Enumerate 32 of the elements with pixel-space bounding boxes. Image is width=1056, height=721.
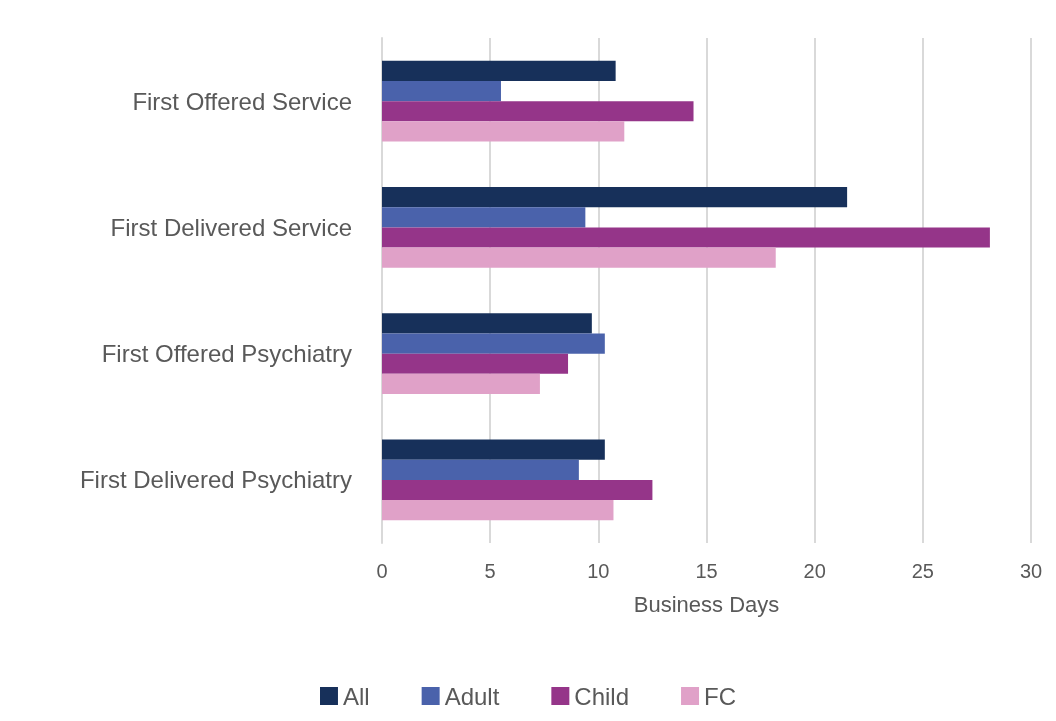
bar [382,459,579,480]
y-tick-label: First Offered Service [132,87,352,115]
y-tick-label: First Delivered Service [110,213,352,241]
y-tick-label: First Delivered Psychiatry [79,466,352,494]
bar [382,207,586,228]
x-tick-label: 30 [1019,560,1043,582]
x-tick-label: 10 [587,560,610,582]
x-axis-title: Business Days [633,591,780,617]
bar [382,60,616,81]
bar [382,121,625,142]
bar [382,500,614,521]
bar [382,333,605,354]
x-tick-label: 20 [803,560,826,582]
x-tick-label: 15 [695,560,718,582]
legend-label: Adult [444,682,500,710]
bar [382,373,540,395]
bar [382,313,592,334]
bar [382,227,990,248]
bar [382,353,569,374]
bar [382,80,501,102]
bar [382,186,848,208]
legend-label: All [342,682,370,710]
legend-label: Child [574,682,630,710]
x-tick-label: 0 [376,560,388,582]
x-tick-label: 5 [484,560,496,582]
bar [382,247,776,268]
y-tick-label: First Offered Psychiatry [101,340,352,368]
bar [382,479,653,501]
bar [382,439,605,460]
bar [382,101,694,122]
legend-label: FC [704,682,737,710]
x-tick-label: 25 [911,560,934,582]
